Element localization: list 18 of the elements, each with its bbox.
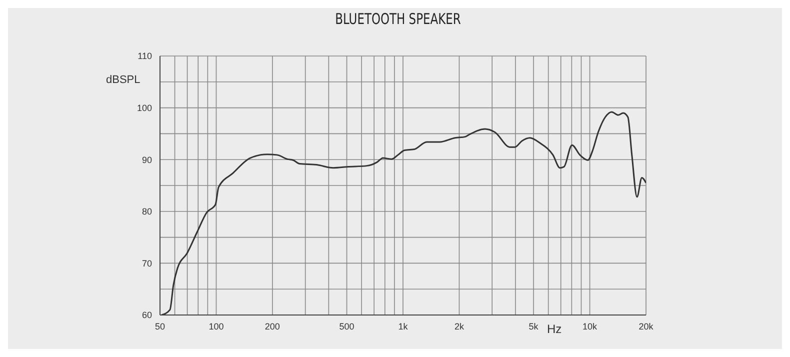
y-tick-label: 80 [142, 206, 152, 217]
chart-title: BLUETOOTH SPEAKER [334, 10, 462, 28]
y-tick-label: 110 [138, 51, 152, 62]
x-tick-label: 50 [154, 321, 166, 332]
x-tick-label: 10k [582, 321, 598, 332]
y-tick-label: 60 [142, 310, 152, 320]
x-tick-label: 200 [264, 321, 280, 332]
x-tick-label: 5k [528, 321, 539, 332]
x-tick-label: 100 [208, 321, 224, 332]
y-tick-label: 90 [142, 154, 152, 165]
x-tick-label: 500 [339, 321, 354, 332]
y-tick-label: 70 [142, 258, 152, 268]
x-tick-label: 2k [454, 321, 464, 332]
x-axis-title: Hz [547, 322, 562, 336]
y-axis-title: dBSPL [106, 74, 140, 86]
x-tick-label: 1k [398, 321, 408, 332]
y-tick-label: 100 [136, 102, 152, 113]
x-tick-label: 20k [638, 321, 654, 332]
